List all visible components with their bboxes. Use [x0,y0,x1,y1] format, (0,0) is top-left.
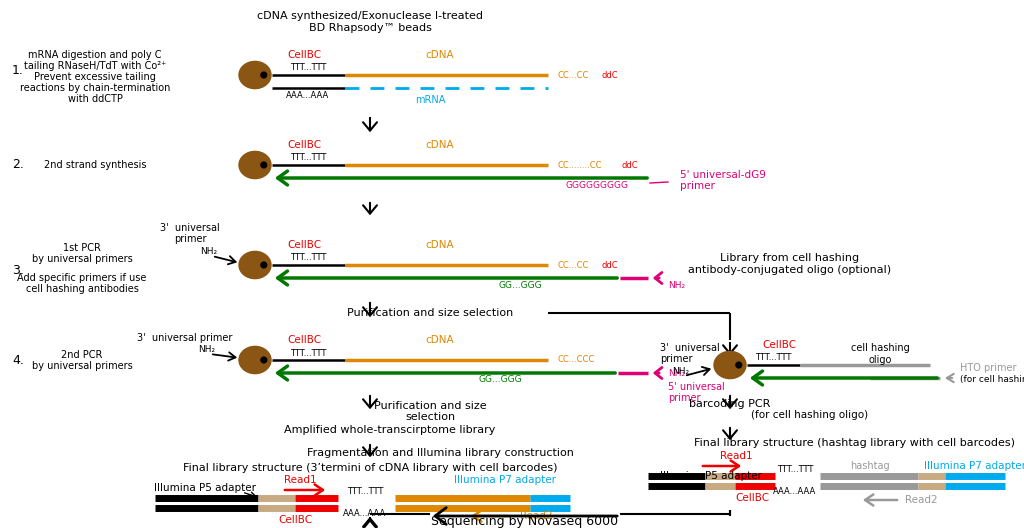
Text: hashtag: hashtag [850,461,890,471]
Text: Read1: Read1 [284,475,316,485]
Text: tailing RNaseH/TdT with Co²⁺: tailing RNaseH/TdT with Co²⁺ [24,61,166,71]
Text: CellBC: CellBC [287,335,322,345]
Text: TTT...TTT: TTT...TTT [290,63,327,72]
Text: Read2: Read2 [905,495,938,505]
Text: Sequencing by Novaseq 6000: Sequencing by Novaseq 6000 [431,515,618,528]
Text: 1.: 1. [12,63,24,77]
Text: NH₂: NH₂ [668,369,685,378]
Text: 1st PCR: 1st PCR [63,243,101,253]
Text: NH₂: NH₂ [672,367,689,376]
Text: NH₂: NH₂ [668,280,685,289]
Text: CellBC: CellBC [735,493,769,503]
Text: Fragmentation and Illumina library construction: Fragmentation and Illumina library const… [306,448,573,458]
Text: primer: primer [680,181,715,191]
Text: AAA...AAA: AAA...AAA [287,90,330,99]
Text: oligo: oligo [868,355,892,365]
Text: cDNA synthesized/Exonuclease I-treated: cDNA synthesized/Exonuclease I-treated [257,11,483,21]
Text: with ddCTP: with ddCTP [68,94,123,104]
Text: CellBC: CellBC [287,50,322,60]
Ellipse shape [714,352,746,379]
Text: 5' universal-dG9: 5' universal-dG9 [680,170,766,180]
Text: barcoding PCR: barcoding PCR [689,399,771,409]
Text: CellBC: CellBC [287,240,322,250]
Text: HTO primer: HTO primer [961,363,1017,373]
Text: Library from cell hashing: Library from cell hashing [721,253,859,263]
Text: Final library structure (3’termini of cDNA library with cell barcodes): Final library structure (3’termini of cD… [182,463,557,473]
Text: TTT...TTT: TTT...TTT [290,154,327,163]
Text: primer: primer [174,234,206,244]
Text: (for cell hashing oligo): (for cell hashing oligo) [752,410,868,420]
Text: antibody-conjugated oligo (optional): antibody-conjugated oligo (optional) [688,265,892,275]
Ellipse shape [239,346,271,374]
Text: reactions by chain-termination: reactions by chain-termination [19,83,170,93]
Text: cDNA: cDNA [426,50,455,60]
Text: NH₂: NH₂ [200,248,217,257]
Text: (for cell hashing oligo): (for cell hashing oligo) [961,375,1024,384]
Text: 5' universal: 5' universal [668,382,725,392]
Text: GG...GGG: GG...GGG [478,375,522,384]
Text: Read1: Read1 [720,451,753,461]
Ellipse shape [239,251,271,279]
Text: cDNA: cDNA [426,335,455,345]
Text: ddC: ddC [601,71,617,80]
Text: CC...CC: CC...CC [558,71,590,80]
Text: ddC: ddC [622,161,639,169]
Text: by universal primers: by universal primers [32,254,132,264]
Text: 3'  universal primer: 3' universal primer [137,333,232,343]
Text: Amplified whole-transcirptome library: Amplified whole-transcirptome library [285,425,496,435]
Text: 2.: 2. [12,158,24,172]
Text: 3'  universal: 3' universal [660,343,720,353]
Text: 3'  universal: 3' universal [160,223,220,233]
Text: TTT...TTT: TTT...TTT [755,354,792,363]
Text: Illumina P7 adapter: Illumina P7 adapter [454,475,556,485]
Text: primer: primer [660,354,692,364]
Text: 3.: 3. [12,263,24,277]
Text: CC........CC: CC........CC [558,161,602,169]
Text: Add specific primers if use: Add specific primers if use [17,273,146,283]
Text: 2nd PCR: 2nd PCR [61,350,102,360]
Text: TTT...TTT: TTT...TTT [290,348,327,357]
Text: cell hashing antibodies: cell hashing antibodies [26,284,138,294]
Text: CellBC: CellBC [762,340,796,350]
Text: AAA...AAA: AAA...AAA [773,487,816,496]
Text: Illumina P5 adapter: Illumina P5 adapter [660,471,762,481]
Circle shape [261,357,266,363]
Circle shape [261,262,266,268]
Text: CellBC: CellBC [287,140,322,150]
Ellipse shape [239,152,271,178]
Text: Purification and size selection: Purification and size selection [347,308,513,318]
Text: Read2: Read2 [520,511,553,521]
Text: TTT...TTT: TTT...TTT [777,466,813,475]
Circle shape [261,72,266,78]
Text: cDNA: cDNA [426,140,455,150]
Text: Illumina P5 adapter: Illumina P5 adapter [154,483,256,493]
Text: CellBC: CellBC [278,515,312,525]
Text: CC...CC: CC...CC [558,260,590,269]
Ellipse shape [239,61,271,89]
Text: CC...CCC: CC...CCC [558,355,595,364]
Text: primer: primer [668,393,700,403]
Text: mRNA digestion and poly C: mRNA digestion and poly C [29,50,162,60]
Text: Illumina P7 adapter: Illumina P7 adapter [924,461,1024,471]
Text: AAA...AAA: AAA...AAA [343,510,387,518]
Text: cDNA: cDNA [426,240,455,250]
Text: NH₂: NH₂ [198,345,215,354]
Text: by universal primers: by universal primers [32,361,132,371]
Text: mRNA: mRNA [415,95,445,105]
Circle shape [736,362,741,368]
Text: ddC: ddC [601,260,617,269]
Text: Purification and size: Purification and size [374,401,486,411]
Text: GGGGGGGGG: GGGGGGGGG [565,181,629,190]
Text: GG...GGG: GG...GGG [499,280,542,289]
Text: 2nd strand synthesis: 2nd strand synthesis [44,160,146,170]
Text: TTT...TTT: TTT...TTT [347,487,383,496]
Text: selection: selection [404,412,455,422]
Text: 4.: 4. [12,354,24,366]
Text: TTT...TTT: TTT...TTT [290,253,327,262]
Text: cell hashing: cell hashing [851,343,909,353]
Text: Prevent excessive tailing: Prevent excessive tailing [34,72,156,82]
Circle shape [261,162,266,168]
Text: BD Rhapsody™ beads: BD Rhapsody™ beads [308,23,431,33]
Text: Final library structure (hashtag library with cell barcodes): Final library structure (hashtag library… [694,438,1016,448]
